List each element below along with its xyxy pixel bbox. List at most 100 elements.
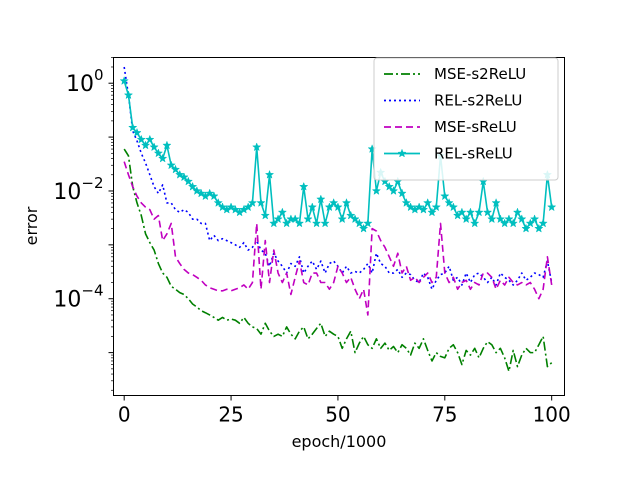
point-rel-srelu: [350, 214, 360, 224]
x-tick-label: 50: [325, 403, 350, 427]
point-rel-srelu: [119, 76, 129, 85]
point-rel-srelu: [491, 198, 501, 207]
x-axis-label: epoch/1000: [292, 432, 387, 451]
point-rel-srelu: [431, 202, 441, 212]
point-rel-srelu: [521, 223, 531, 233]
point-rel-srelu: [213, 198, 223, 207]
point-rel-srelu: [136, 134, 146, 144]
point-rel-srelu: [294, 218, 305, 228]
point-rel-srelu: [354, 218, 364, 228]
point-rel-srelu: [260, 210, 270, 220]
point-rel-srelu: [290, 214, 300, 224]
point-rel-srelu: [525, 218, 535, 228]
y-tick-label: 10−4: [53, 282, 103, 313]
line-mse-srelu: [123, 161, 553, 316]
point-rel-srelu: [517, 214, 527, 224]
point-rel-srelu: [196, 188, 206, 198]
point-rel-srelu: [448, 202, 459, 212]
point-rel-srelu: [328, 198, 339, 207]
point-rel-srelu: [252, 142, 262, 152]
point-rel-srelu: [538, 218, 548, 228]
point-rel-srelu: [281, 218, 292, 228]
point-rel-srelu: [333, 202, 343, 212]
point-rel-srelu: [418, 204, 429, 214]
x-axis: 0 25 50 75 100: [118, 395, 571, 427]
point-rel-srelu: [175, 169, 185, 179]
point-rel-srelu: [547, 202, 557, 212]
point-rel-srelu: [132, 127, 142, 137]
point-rel-srelu: [153, 148, 164, 158]
y-tick-label: 100: [66, 66, 104, 97]
point-rel-srelu: [183, 176, 193, 186]
x-tick-label: 25: [218, 403, 243, 427]
point-rel-srelu: [145, 134, 155, 144]
point-rel-srelu: [470, 218, 480, 228]
legend-label-rel-s2relu: REL-s2ReLU: [434, 92, 522, 110]
point-rel-srelu: [303, 214, 313, 224]
point-rel-srelu: [226, 202, 236, 212]
point-rel-srelu: [192, 186, 202, 195]
y-axis: 100 10−2 10−4: [53, 57, 114, 391]
series-mse-s2relu: [123, 148, 553, 373]
point-rel-srelu: [341, 198, 352, 207]
y-tick-label: 10−2: [53, 174, 103, 205]
point-rel-srelu: [320, 218, 330, 228]
point-rel-srelu: [457, 207, 467, 217]
x-tick-label: 75: [432, 403, 457, 427]
series-mse-srelu: [123, 161, 553, 316]
point-rel-srelu: [405, 202, 416, 212]
point-rel-srelu: [474, 207, 484, 217]
point-rel-srelu: [440, 191, 450, 201]
point-rel-srelu: [384, 181, 394, 191]
legend-label-rel-srelu: REL-sReLU: [434, 145, 513, 163]
x-tick-label: 100: [533, 403, 571, 427]
y-axis-label: error: [22, 206, 41, 245]
point-rel-srelu: [166, 160, 176, 170]
point-rel-srelu: [371, 186, 382, 195]
point-rel-srelu: [205, 188, 215, 198]
point-rel-srelu: [508, 218, 518, 228]
point-rel-srelu: [269, 218, 279, 228]
point-rel-srelu: [401, 198, 411, 207]
legend-label-mse-s2relu: MSE-s2ReLU: [434, 65, 526, 83]
point-rel-srelu: [299, 181, 309, 191]
point-rel-srelu: [162, 140, 172, 150]
point-rel-srelu: [461, 214, 471, 224]
point-rel-srelu: [487, 214, 497, 224]
point-rel-srelu: [217, 202, 228, 212]
point-rel-srelu: [316, 194, 326, 204]
point-rel-srelu: [427, 207, 437, 217]
point-rel-srelu: [482, 207, 493, 217]
point-rel-srelu: [499, 218, 510, 228]
point-rel-srelu: [243, 202, 253, 212]
point-rel-srelu: [230, 204, 241, 214]
point-rel-srelu: [307, 202, 317, 212]
point-rel-srelu: [444, 198, 454, 207]
point-rel-srelu: [187, 181, 198, 191]
point-rel-srelu: [534, 223, 544, 233]
x-tick-label: 0: [118, 403, 131, 427]
point-rel-srelu: [414, 202, 424, 212]
point-rel-srelu: [273, 214, 283, 224]
point-rel-srelu: [209, 191, 219, 201]
point-rel-srelu: [397, 188, 407, 198]
point-rel-srelu: [363, 218, 373, 228]
point-rel-srelu: [388, 186, 399, 195]
point-rel-srelu: [170, 164, 181, 174]
point-rel-srelu: [149, 142, 159, 152]
point-rel-srelu: [140, 140, 151, 150]
point-rel-srelu: [324, 202, 335, 212]
point-rel-srelu: [529, 214, 540, 224]
point-rel-srelu: [179, 172, 189, 182]
legend-label-mse-srelu: MSE-sReLU: [434, 118, 517, 136]
point-rel-srelu: [264, 169, 275, 179]
point-rel-srelu: [157, 153, 168, 163]
point-rel-srelu: [311, 218, 322, 228]
legend: MSE-s2ReLU REL-s2ReLU MSE-sReLU REL-sReLU: [373, 57, 559, 181]
point-rel-srelu: [128, 122, 138, 132]
legend-frame: [373, 57, 559, 181]
point-rel-srelu: [346, 210, 356, 220]
point-rel-srelu: [256, 198, 266, 207]
point-rel-srelu: [358, 223, 369, 233]
